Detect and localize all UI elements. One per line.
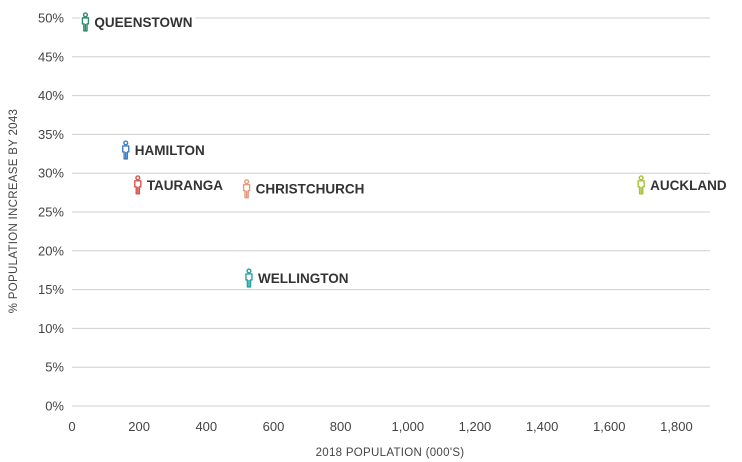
point-label: TAURANGA (147, 178, 223, 193)
label-halo (80, 11, 196, 32)
y-tick-label: 45% (38, 49, 64, 64)
y-tick-label: 20% (38, 243, 64, 258)
person-icon (134, 175, 142, 195)
x-tick-label: 1,000 (392, 419, 425, 434)
y-tick-label: 40% (38, 88, 64, 103)
point-label: QUEENSTOWN (94, 15, 192, 30)
x-tick-label: 1,200 (459, 419, 492, 434)
gridlines (72, 17, 710, 407)
x-tick-label: 400 (195, 419, 217, 434)
y-tick-label: 25% (38, 205, 64, 220)
label-halo (132, 174, 230, 195)
data-point-christchurch: CHRISTCHURCH (241, 178, 376, 199)
point-label: AUCKLAND (650, 178, 727, 193)
y-tick-label: 50% (38, 11, 64, 26)
data-point-auckland: AUCKLAND (636, 174, 733, 195)
label-halo (120, 139, 218, 160)
label-halo (241, 178, 376, 199)
person-icon (637, 175, 645, 195)
y-axis-title: % POPULATION INCREASE BY 2043 (8, 109, 20, 314)
x-tick-label: 1,600 (593, 419, 626, 434)
data-point-tauranga: TAURANGA (132, 174, 230, 195)
x-tick-label: 0 (68, 419, 75, 434)
person-icon (81, 12, 90, 32)
y-axis-ticks: 50% 45% 40% 35% 30% 25% 20% 15% 10% 5% 0% (38, 11, 64, 414)
x-tick-label: 600 (263, 419, 285, 434)
x-tick-label: 1,400 (526, 419, 559, 434)
x-axis-ticks: 0 200 400 600 800 1,000 1,200 1,400 1,600 1,800 (68, 419, 692, 434)
y-tick-label: 0% (45, 399, 64, 414)
x-axis-title: 2018 POPULATION (000'S) (316, 447, 465, 459)
data-point-hamilton: HAMILTON (120, 139, 218, 160)
y-tick-label: 10% (38, 321, 64, 336)
y-tick-label: 35% (38, 127, 64, 142)
person-icon (245, 268, 253, 288)
y-tick-label: 15% (38, 282, 64, 297)
x-tick-label: 800 (330, 419, 352, 434)
data-point-queenstown: QUEENSTOWN (80, 11, 196, 32)
data-point-wellington: WELLINGTON (243, 267, 359, 288)
label-halo (636, 174, 733, 195)
point-label: CHRISTCHURCH (256, 182, 365, 197)
y-tick-label: 5% (45, 360, 64, 375)
person-icon (242, 179, 251, 199)
x-tick-label: 1,800 (660, 419, 693, 434)
person-icon (122, 140, 130, 160)
data-points: QUEENSTOWN HAMILTON TAURANGA CHRISTCHURCH AU… (80, 11, 733, 288)
point-label: WELLINGTON (258, 271, 349, 286)
label-halo (243, 267, 359, 288)
x-tick-label: 200 (128, 419, 150, 434)
y-tick-label: 30% (38, 166, 64, 181)
point-label: HAMILTON (135, 143, 205, 158)
